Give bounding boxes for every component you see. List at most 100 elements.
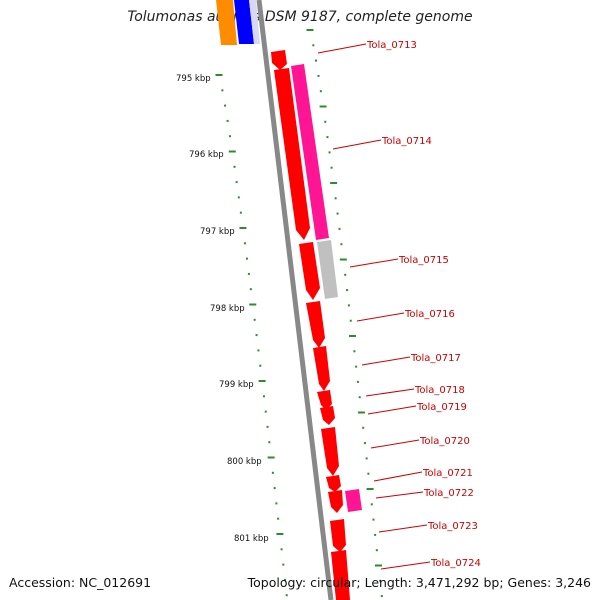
gene-leaders	[317, 43, 431, 570]
major-tick	[258, 380, 266, 382]
gene-label[interactable]: Tola_0722	[423, 488, 474, 499]
minor-tick	[338, 227, 341, 230]
minor-tick	[235, 181, 238, 184]
minor-tick	[264, 410, 267, 413]
gene-arrow-0719[interactable]	[320, 406, 335, 425]
scale-label-798: 798 kbp	[210, 304, 245, 314]
feature-blue[interactable]	[234, 0, 254, 44]
minor-tick	[367, 472, 370, 475]
gene-label[interactable]: Tola_0723	[427, 521, 478, 532]
major-tick	[374, 564, 382, 567]
major-tick	[267, 456, 275, 459]
minor-tick	[356, 380, 359, 383]
scale-label-795: 795 kbp	[176, 74, 211, 84]
gene-arrow-0720[interactable]	[321, 427, 339, 476]
gene-arrow-0716[interactable]	[306, 301, 325, 348]
gene-arrow-0722[interactable]	[328, 490, 343, 513]
minor-tick	[374, 533, 377, 536]
feature-pink-long[interactable]	[291, 64, 329, 240]
major-tick	[239, 227, 247, 229]
minor-tick	[262, 395, 265, 398]
gene-arrow-0717[interactable]	[313, 346, 330, 391]
gene-label[interactable]: Tola_0720	[419, 436, 470, 447]
gene-arrow-0714[interactable]	[274, 68, 310, 240]
minor-tick	[319, 90, 322, 93]
gene-label[interactable]: Tola_0721	[422, 468, 473, 479]
minor-tick	[358, 396, 361, 399]
feature-lightblue	[249, 0, 260, 44]
gene-label[interactable]: Tola_0718	[414, 385, 465, 396]
major-tick	[306, 29, 314, 31]
minor-tick	[315, 59, 318, 62]
major-tick	[276, 533, 284, 535]
minor-tick	[253, 318, 256, 321]
cds-track	[271, 50, 350, 600]
minor-tick	[237, 196, 240, 199]
minor-tick	[372, 518, 375, 521]
minor-tick	[326, 136, 329, 139]
minor-tick	[355, 365, 358, 368]
minor-tick	[312, 44, 315, 47]
scale-label-799: 799 kbp	[219, 380, 254, 390]
minor-tick	[266, 425, 269, 428]
feature-pink-short[interactable]	[345, 489, 362, 512]
gene-arrow-0721[interactable]	[326, 475, 341, 492]
gene-labels: Tola_0713 Tola_0714 Tola_0715 Tola_0716 …	[366, 40, 481, 569]
topology-summary: Topology: circular; Length: 3,471,292 bp…	[247, 575, 591, 590]
minor-tick	[362, 426, 365, 429]
minor-tick	[334, 197, 337, 200]
scale-label-797: 797 kbp	[200, 227, 235, 237]
minor-tick	[255, 334, 258, 337]
minor-tick	[243, 242, 246, 245]
map-title: Tolumonas auensis DSM 9187, complete gen…	[127, 9, 473, 25]
minor-tick	[224, 104, 227, 107]
gene-arrow-0723[interactable]	[330, 519, 346, 552]
minor-tick	[273, 487, 276, 490]
minor-tick	[328, 151, 331, 154]
minor-tick	[344, 273, 347, 276]
minor-tick	[349, 319, 352, 322]
minor-tick	[353, 350, 356, 353]
feature-gray[interactable]	[317, 240, 338, 299]
gene-label[interactable]: Tola_0714	[381, 136, 432, 147]
minor-tick	[233, 165, 236, 168]
major-tick	[366, 488, 374, 490]
minor-tick	[330, 166, 333, 169]
minor-tick	[257, 349, 260, 352]
major-tick	[330, 182, 338, 184]
gene-label[interactable]: Tola_0716	[404, 309, 455, 320]
major-tick	[357, 411, 365, 414]
minor-tick	[346, 289, 349, 292]
minor-tick	[380, 595, 383, 598]
minor-tick	[370, 503, 373, 506]
minor-tick	[275, 502, 278, 505]
gene-label[interactable]: Tola_0719	[416, 402, 467, 413]
minor-tick	[285, 594, 288, 597]
right-tick-track	[306, 29, 383, 598]
minor-tick	[375, 549, 378, 552]
major-tick	[215, 74, 223, 76]
minor-tick	[247, 272, 250, 275]
scale-label-800: 800 kbp	[227, 457, 262, 467]
gene-arrow-0718[interactable]	[317, 390, 332, 410]
gene-label[interactable]: Tola_0717	[410, 353, 461, 364]
minor-tick	[282, 563, 285, 566]
minor-tick	[340, 243, 343, 246]
major-tick	[319, 105, 327, 108]
gene-label[interactable]: Tola_0724	[430, 558, 481, 569]
minor-tick	[347, 304, 350, 307]
scale-label-796: 796 kbp	[189, 150, 224, 160]
gene-arrow-0724[interactable]	[331, 550, 350, 600]
minor-tick	[336, 212, 339, 215]
gene-label[interactable]: Tola_0715	[398, 255, 449, 266]
minor-tick	[259, 364, 262, 367]
minor-tick	[228, 135, 231, 138]
minor-tick	[365, 457, 368, 460]
scale-label-801: 801 kbp	[234, 534, 269, 544]
gene-arrow-0713[interactable]	[271, 50, 287, 70]
feature-orange[interactable]	[216, 0, 237, 45]
minor-tick	[271, 471, 274, 474]
gene-label[interactable]: Tola_0713	[366, 40, 417, 51]
gene-arrow-0715[interactable]	[299, 242, 320, 300]
